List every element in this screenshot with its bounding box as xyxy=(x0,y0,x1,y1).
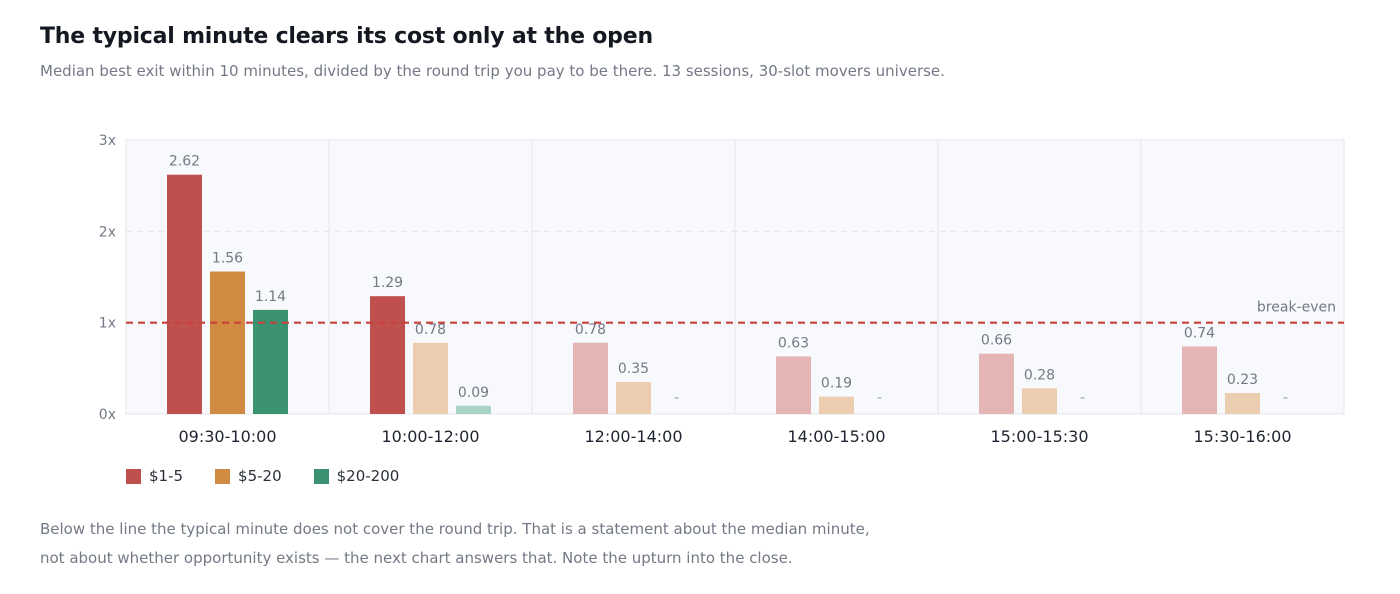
x-tick-label: 12:00-14:00 xyxy=(585,427,683,446)
x-tick-label: 15:30-16:00 xyxy=(1194,427,1292,446)
break-even-label: break-even xyxy=(1257,300,1336,316)
y-tick-label: 0x xyxy=(99,407,116,423)
data-label: 0.23 xyxy=(1227,372,1258,388)
bar-1-5-2 xyxy=(573,342,608,414)
data-label: 0.28 xyxy=(1024,367,1055,383)
legend-swatch-1-5 xyxy=(126,468,141,484)
chart-legend: $1-5 $5-20 $20-200 xyxy=(126,467,399,485)
data-label: 0.63 xyxy=(778,335,809,351)
data-label: 0.74 xyxy=(1184,325,1215,341)
chart-title: The typical minute clears its cost only … xyxy=(40,24,653,49)
data-label: 0.19 xyxy=(821,376,852,392)
data-label: 0.78 xyxy=(575,322,606,338)
bar-5-20-1 xyxy=(413,342,448,414)
bar-1-5-4 xyxy=(979,353,1014,414)
y-tick-label: 1x xyxy=(99,316,116,332)
bar-20-200-0 xyxy=(253,309,288,414)
data-label-missing: - xyxy=(877,390,882,406)
bar-1-5-0 xyxy=(167,174,202,414)
data-label: 0.66 xyxy=(981,333,1012,349)
bar-chart: 0x 1x 2x 3x 2.62 1.56 1.14 09:30-10:00 1.29 0.78 0… xyxy=(99,133,1345,446)
footnote: Below the line the typical minute does n… xyxy=(40,515,940,573)
y-tick-label: 2x xyxy=(99,224,116,240)
data-label: 1.56 xyxy=(212,251,243,267)
data-label: 0.35 xyxy=(618,361,649,377)
data-label-missing: - xyxy=(1283,390,1288,406)
legend-label-1-5: $1-5 xyxy=(149,467,184,485)
data-label: 2.62 xyxy=(169,154,200,170)
bar-1-5-1 xyxy=(370,296,405,414)
bar-5-20-3 xyxy=(819,396,854,414)
legend-item-1-5: $1-5 xyxy=(126,467,183,485)
data-label: 1.14 xyxy=(255,289,286,305)
bar-5-20-5 xyxy=(1225,392,1260,414)
legend-label-20-200: $20-200 xyxy=(336,467,400,485)
data-label: 0.78 xyxy=(415,322,446,338)
bar-5-20-4 xyxy=(1022,388,1057,414)
bar-1-5-3 xyxy=(776,356,811,414)
x-tick-label: 15:00-15:30 xyxy=(991,427,1089,446)
bar-1-5-5 xyxy=(1182,346,1217,414)
bar-5-20-2 xyxy=(616,382,651,414)
data-label-missing: - xyxy=(674,390,679,406)
footnote-line-1: Below the line the typical minute does n… xyxy=(40,520,870,538)
legend-swatch-5-20 xyxy=(215,468,231,484)
legend-swatch-20-200 xyxy=(313,468,329,484)
data-label-missing: - xyxy=(1080,390,1085,406)
footnote-line-2: not about whether opportunity exists — t… xyxy=(40,549,793,567)
legend-item-5-20: $5-20 xyxy=(215,467,282,485)
data-label: 0.09 xyxy=(458,385,489,401)
chart-subtitle: Median best exit within 10 minutes, divi… xyxy=(40,62,945,80)
x-tick-label: 14:00-15:00 xyxy=(788,427,886,446)
x-tick-label: 10:00-12:00 xyxy=(382,427,480,446)
y-tick-label: 3x xyxy=(99,133,116,149)
x-tick-label: 09:30-10:00 xyxy=(179,427,277,446)
data-label: 1.29 xyxy=(372,275,403,291)
bar-20-200-1 xyxy=(456,405,491,414)
legend-label-5-20: $5-20 xyxy=(238,467,282,485)
legend-item-20-200: $20-200 xyxy=(313,467,400,485)
bar-5-20-0 xyxy=(210,271,245,414)
